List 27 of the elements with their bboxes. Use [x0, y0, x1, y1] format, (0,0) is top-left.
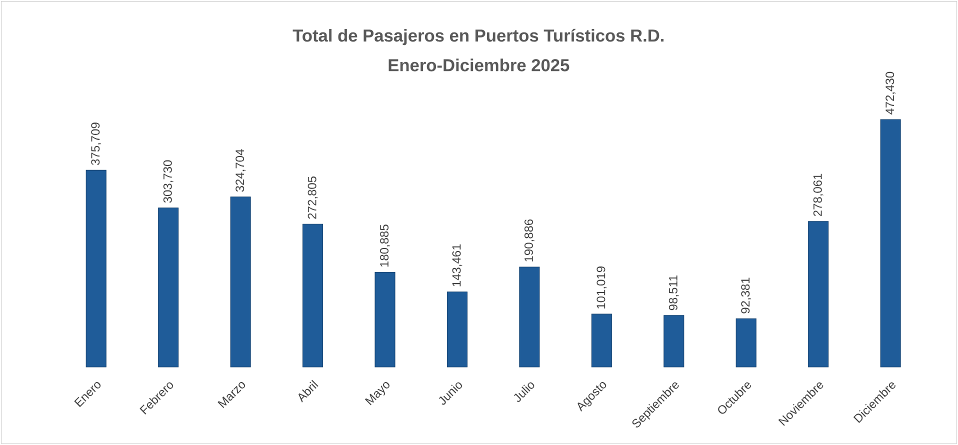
data-label: 190,886	[524, 219, 534, 262]
data-label: 98,511	[668, 275, 679, 310]
data-label: 92,381	[741, 278, 752, 314]
bar	[446, 292, 468, 368]
data-label: 180,885	[380, 224, 390, 267]
data-label: 375,709	[91, 122, 102, 166]
bar	[302, 224, 324, 368]
bar	[591, 314, 612, 368]
data-label: 324,704	[236, 149, 246, 192]
bar	[519, 266, 540, 368]
data-label: 143,461	[452, 244, 462, 286]
chart-subtitle: Enero-Diciembre 2025	[388, 58, 570, 72]
bar	[664, 315, 684, 368]
bar	[86, 170, 106, 368]
chart-title: Total de Pasajeros en Puertos Turísticos R.D.	[292, 28, 664, 46]
bar	[158, 208, 179, 368]
bar	[230, 196, 251, 368]
bar	[808, 221, 829, 368]
data-label: 278,061	[813, 174, 824, 216]
bar	[736, 318, 756, 368]
data-label: 272,805	[308, 176, 318, 219]
bar	[880, 119, 901, 368]
x-tick-label: Julio	[514, 382, 534, 402]
data-label: 303,730	[163, 160, 174, 203]
data-label: 101,019	[596, 266, 607, 308]
bar	[374, 272, 396, 368]
data-label: 472,430	[886, 72, 896, 115]
